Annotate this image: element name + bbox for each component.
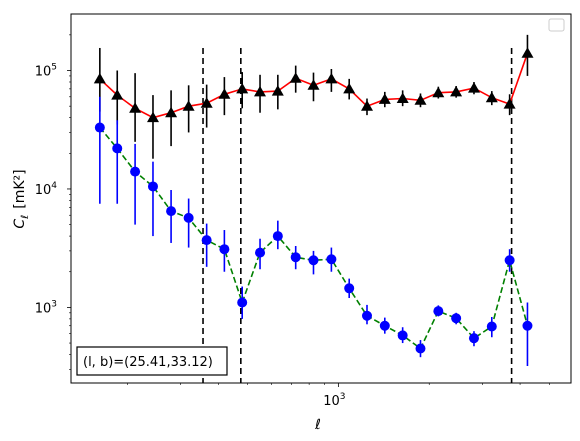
data-point (147, 181, 158, 192)
data-point (396, 92, 409, 103)
data-point (521, 47, 534, 58)
y-tick-label-exp: 3 (51, 299, 57, 309)
data-point (183, 212, 194, 223)
x-tick-label: 103 (323, 392, 345, 409)
data-point (254, 85, 266, 97)
y-tick-label-exp: 4 (51, 181, 57, 191)
data-point (361, 310, 372, 321)
data-point (450, 85, 463, 97)
data-point (307, 79, 320, 90)
data-point (432, 86, 445, 98)
data-point (237, 297, 248, 308)
data-point (361, 100, 373, 111)
data-point (200, 97, 213, 108)
data-point (129, 102, 142, 113)
data-point (93, 72, 106, 84)
data-point (468, 333, 479, 344)
y-tick-label: 104 (35, 181, 58, 198)
data-series (93, 34, 534, 367)
data-point (414, 94, 427, 105)
annotation-text: (l, b)=(25.41,33.12) (83, 355, 213, 370)
data-point (415, 343, 426, 354)
y-axis-label: Cℓ [mK²] (12, 169, 31, 228)
data-point (94, 122, 105, 133)
y-axis-label-unit: [mK²] (12, 169, 28, 208)
data-point (130, 166, 141, 177)
y-axis-label-main: C (12, 219, 28, 229)
data-point (326, 254, 337, 265)
y-tick-label-base: 10 (35, 183, 52, 198)
data-point (397, 330, 408, 341)
x-tick-label-base: 10 (323, 394, 340, 409)
y-tick-label-base: 10 (35, 301, 52, 316)
data-point (112, 143, 123, 154)
data-point (451, 313, 462, 324)
data-point (289, 72, 302, 83)
data-point (503, 98, 516, 109)
y-tick-label: 103 (35, 299, 57, 316)
data-point (147, 111, 159, 123)
data-point (378, 93, 391, 104)
data-point (308, 255, 319, 266)
x-axis-label: ℓ (314, 417, 321, 433)
data-point (343, 82, 356, 94)
data-point (522, 320, 533, 331)
data-point (165, 106, 178, 118)
data-point (486, 321, 497, 332)
coordinate-annotation: (l, b)=(25.41,33.12) (76, 346, 228, 376)
legend-box (548, 18, 565, 32)
data-point (255, 247, 266, 258)
x-tick-label-exp: 3 (340, 392, 346, 402)
data-point (111, 89, 124, 100)
data-point (182, 100, 195, 111)
data-point (272, 231, 283, 242)
annotation-box (76, 346, 228, 376)
data-point (218, 88, 231, 99)
series-1 (93, 34, 534, 159)
y-tick-label: 105 (35, 63, 57, 80)
data-point (433, 306, 444, 317)
data-point (271, 85, 284, 96)
y-tick-label-exp: 5 (51, 63, 57, 73)
data-point (201, 235, 212, 246)
data-point (290, 252, 301, 263)
data-point (219, 244, 230, 255)
series-2 (94, 96, 533, 367)
data-point (325, 72, 338, 84)
data-point (468, 82, 480, 93)
data-point (485, 91, 498, 103)
y-axis-label-sub: ℓ (20, 215, 31, 219)
axis-labels: ℓ Cℓ [mK²] (12, 169, 321, 433)
data-point (504, 255, 515, 266)
data-point (166, 206, 177, 217)
data-point (379, 320, 390, 331)
y-tick-label-base: 10 (35, 65, 52, 80)
data-point (236, 82, 249, 94)
plot-frame (70, 13, 572, 384)
data-point (344, 283, 355, 294)
